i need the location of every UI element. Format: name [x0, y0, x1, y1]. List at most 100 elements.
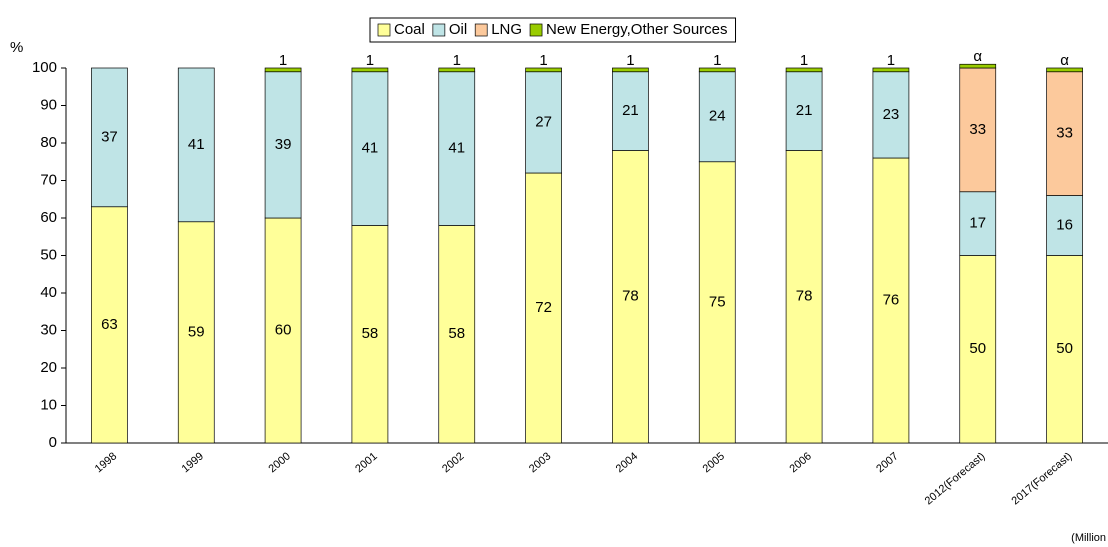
bar-segment: [698, 67, 736, 73]
value-label: 21: [796, 102, 813, 119]
bar-segment: [1046, 67, 1083, 73]
y-tick-label: 40: [40, 284, 57, 301]
y-tick-label: 30: [40, 321, 57, 338]
bar-segment: [438, 71, 476, 226]
bar-segment: [785, 71, 823, 151]
value-label: 1: [279, 52, 287, 69]
bar-segment: [698, 71, 736, 163]
x-tick-label: 2005: [701, 450, 727, 475]
x-tick-label: 2007: [874, 450, 900, 475]
y-tick-label: 80: [40, 134, 57, 151]
value-label: 21: [622, 102, 639, 119]
value-label: 39: [275, 136, 292, 153]
bar-segment: [438, 225, 476, 444]
value-label: α: [973, 48, 982, 65]
bar-segment: [351, 225, 389, 444]
bar-segment: [612, 67, 649, 73]
x-tick-label: 2000: [266, 450, 292, 475]
legend-frame: [369, 17, 737, 43]
value-label: 60: [275, 321, 292, 338]
bar-segment: [177, 221, 215, 444]
legend-label: Oil: [449, 21, 467, 38]
bar-segment: [264, 71, 302, 219]
bar-segment: [91, 206, 128, 444]
value-label: 24: [709, 108, 726, 125]
value-label: 1: [713, 52, 721, 69]
y-tick-label: 60: [40, 209, 57, 226]
value-label: 27: [535, 113, 552, 130]
bar-segment: [177, 67, 215, 223]
legend-swatch: [474, 23, 488, 37]
legend-swatch: [529, 23, 543, 37]
value-label: 16: [1056, 216, 1073, 233]
value-label: 1: [887, 52, 895, 69]
value-label: 1: [453, 52, 461, 69]
value-label: 41: [362, 140, 379, 157]
legend-label: Coal: [394, 21, 425, 38]
x-tick-label: 2002: [440, 450, 466, 475]
x-tick-label: 1999: [180, 450, 206, 475]
value-label: 37: [101, 128, 118, 145]
bar-segment: [438, 67, 476, 73]
value-label: 50: [1056, 340, 1073, 357]
bar-segment: [525, 71, 562, 174]
bar-segment: [351, 71, 389, 226]
y-tick-label: 0: [49, 434, 57, 451]
bar-segment: [959, 191, 997, 256]
value-label: 58: [362, 325, 379, 342]
bar-segment: [959, 255, 997, 444]
bar-segment: [525, 172, 562, 444]
y-tick-label: 90: [40, 96, 57, 113]
bar-segment: [612, 71, 649, 151]
bar-segment: [525, 67, 562, 73]
value-label: 75: [709, 293, 726, 310]
legend-swatch: [377, 23, 391, 37]
value-label: 23: [883, 106, 900, 123]
bar-segment: [872, 67, 910, 73]
value-label: 1: [366, 52, 374, 69]
value-label: 1: [800, 52, 808, 69]
y-tick-label: 10: [40, 396, 57, 413]
y-axis-label: %: [10, 39, 23, 56]
x-tick-label: 2001: [353, 450, 379, 475]
bar-segment: [612, 150, 649, 444]
x-tick-label: 2003: [527, 450, 553, 475]
value-label: 63: [101, 316, 118, 333]
x-tick-label: 2017(Forecast): [1010, 450, 1075, 507]
y-tick-label: 100: [32, 59, 57, 76]
y-tick-label: 50: [40, 246, 57, 263]
legend-label: New Energy,Other Sources: [546, 21, 727, 38]
value-label: 41: [188, 136, 205, 153]
value-label: α: [1060, 52, 1069, 69]
value-label: 1: [626, 52, 634, 69]
value-label: 76: [883, 291, 900, 308]
value-label: 58: [448, 325, 465, 342]
bar-segment: [91, 67, 128, 208]
legend: Coal Oil LNG New Energy,Other Sources: [369, 17, 737, 43]
value-label: 50: [969, 340, 986, 357]
bar-segment: [264, 67, 302, 73]
bar-segment: [785, 67, 823, 73]
bar-segment: [959, 63, 997, 69]
bar-segment: [959, 67, 997, 193]
x-tick-label: 2006: [787, 450, 813, 475]
x-tick-label: 1998: [93, 450, 119, 475]
bar-segment: [872, 71, 910, 159]
y-tick-label: 20: [40, 359, 57, 376]
bar-segment: [264, 217, 302, 444]
bar-segment: [698, 161, 736, 444]
legend-label: LNG: [491, 21, 522, 38]
bar-segment: [872, 157, 910, 444]
y-tick-label: 70: [40, 171, 57, 188]
value-label: 33: [969, 121, 986, 138]
legend-swatch: [432, 23, 446, 37]
value-label: 59: [188, 323, 205, 340]
value-label: 17: [969, 215, 986, 232]
bar-segment: [785, 150, 823, 444]
bar-segment: [1046, 195, 1083, 256]
value-label: 33: [1056, 125, 1073, 142]
value-label: 72: [535, 299, 552, 316]
bar-segment: [351, 67, 389, 73]
